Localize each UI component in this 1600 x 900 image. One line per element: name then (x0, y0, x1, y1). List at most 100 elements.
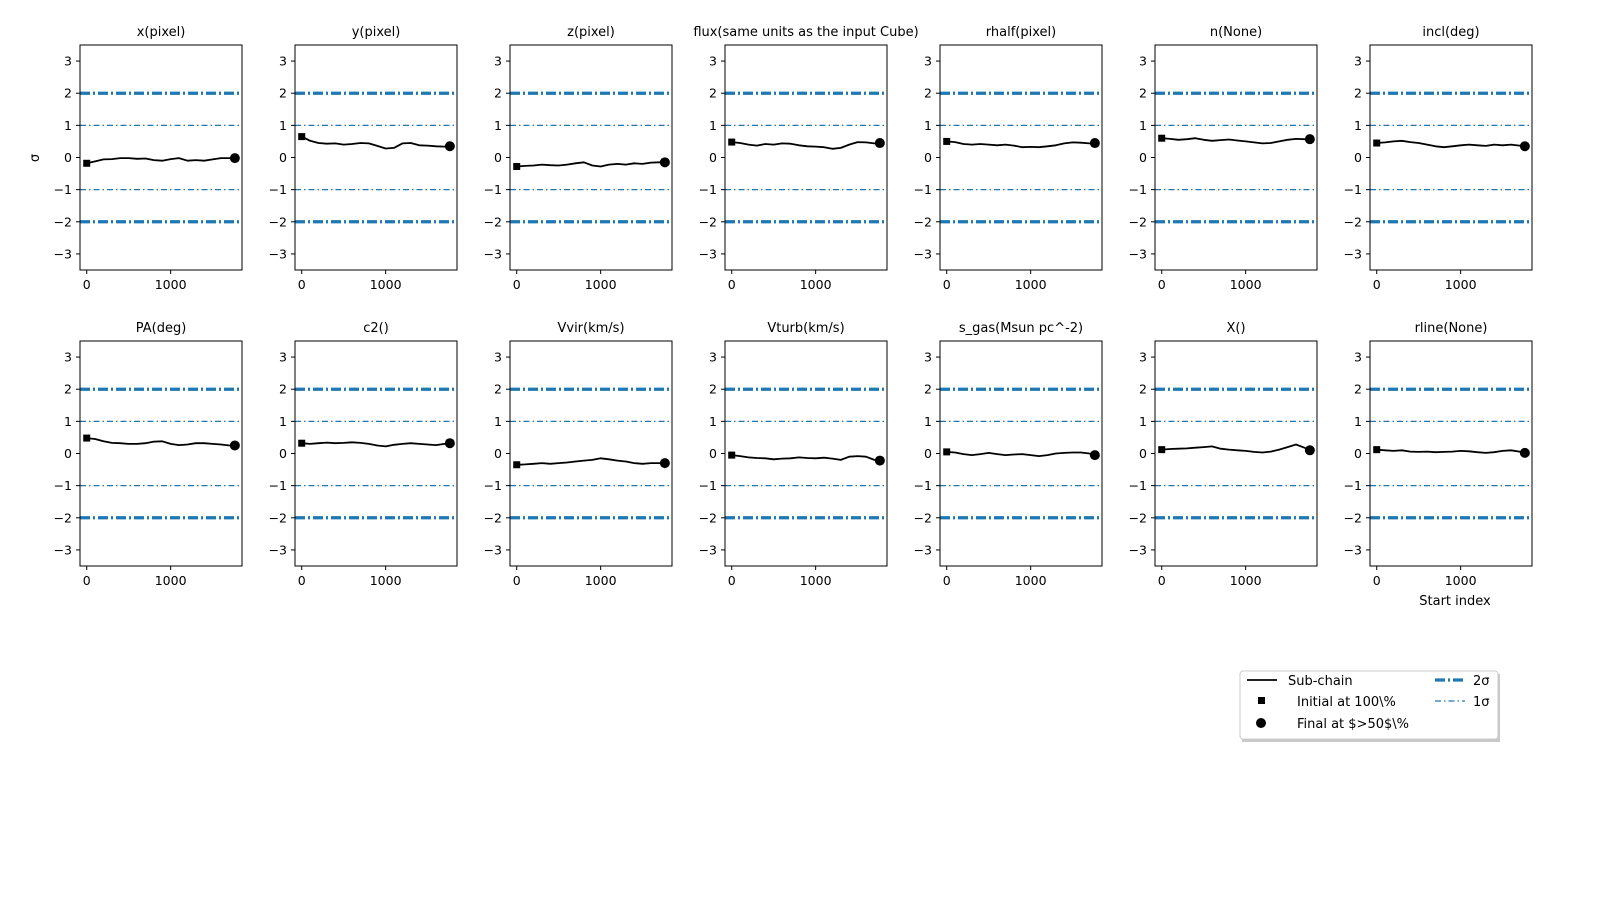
y-tick-label: 3 (709, 54, 717, 69)
initial-marker (1373, 139, 1381, 147)
y-tick-label: 3 (1354, 54, 1362, 69)
y-tick-label: −2 (1344, 510, 1362, 525)
final-marker (659, 458, 670, 469)
y-tick-label: 3 (494, 54, 502, 69)
y-tick-label: 2 (494, 382, 502, 397)
subplot: flux(same units as the input Cube) −3 −2 −1… (693, 25, 918, 292)
y-tick-label: 2 (1354, 86, 1362, 101)
y-tick-label: −1 (269, 478, 287, 493)
y-tick-label: 1 (924, 118, 932, 133)
legend-swatch-initial (1258, 697, 1265, 704)
y-tick-label: −3 (54, 246, 72, 261)
initial-marker (83, 159, 91, 167)
y-tick-label: 2 (279, 382, 287, 397)
y-tick-label: −2 (484, 510, 502, 525)
y-tick-label: 0 (1354, 446, 1362, 461)
y-tick-label: −2 (1344, 214, 1362, 229)
x-tick-label: 0 (83, 573, 91, 588)
subplot: x(pixel) −3 −2 −1 0 1 2 3 0 1000 (54, 25, 243, 292)
x-tick-label: 1000 (1445, 277, 1477, 292)
axes-frame (509, 340, 673, 567)
y-tick-label: 2 (924, 86, 932, 101)
subplot-title: Vturb(km/s) (767, 321, 844, 336)
y-tick-label: −3 (1129, 542, 1147, 557)
y-tick-label: 1 (64, 414, 72, 429)
y-tick-label: 1 (709, 118, 717, 133)
y-tick-label: −1 (54, 478, 72, 493)
final-marker (1304, 134, 1315, 145)
x-tick-label: 1000 (370, 573, 402, 588)
legend-label-subchain: Sub-chain (1288, 674, 1353, 689)
y-tick-label: 1 (64, 118, 72, 133)
y-tick-label: 3 (709, 350, 717, 365)
y-tick-label: −2 (484, 214, 502, 229)
axes-frame (939, 44, 1103, 271)
x-tick-label: 1000 (1015, 277, 1047, 292)
y-tick-label: 0 (1139, 150, 1147, 165)
y-tick-label: −1 (54, 182, 72, 197)
y-tick-label: 1 (709, 414, 717, 429)
y-tick-label: 2 (64, 382, 72, 397)
y-tick-label: 0 (709, 446, 717, 461)
y-tick-label: 2 (924, 382, 932, 397)
y-tick-label: 3 (1354, 350, 1362, 365)
y-tick-label: −3 (1129, 246, 1147, 261)
subplot-title: rline(None) (1415, 321, 1488, 336)
axes-frame (294, 340, 458, 567)
subchain-line (1376, 448, 1526, 454)
legend: Sub-chain Initial at 100\% Final at $>50… (1239, 670, 1500, 742)
x-tick-label: 0 (943, 277, 951, 292)
y-tick-label: 1 (1139, 118, 1147, 133)
initial-marker (943, 448, 951, 456)
initial-marker (728, 451, 736, 459)
axes-frame (1154, 340, 1318, 567)
y-tick-label: −2 (54, 510, 72, 525)
y-tick-label: 3 (494, 350, 502, 365)
subplot-title: Vvir(km/s) (557, 321, 624, 336)
y-tick-label: −3 (914, 542, 932, 557)
y-tick-label: 1 (1139, 414, 1147, 429)
y-tick-label: 0 (1354, 150, 1362, 165)
x-tick-label: 0 (1373, 573, 1381, 588)
legend-label-final: Final at $>50$\% (1297, 717, 1409, 732)
y-tick-label: 1 (279, 118, 287, 133)
subplot: z(pixel) −3 −2 −1 0 1 2 3 0 1000 (484, 25, 673, 292)
subchain-line (1161, 137, 1310, 145)
y-tick-label: 0 (279, 446, 287, 461)
final-marker (1089, 450, 1100, 461)
x-tick-label: 0 (728, 277, 736, 292)
subplot-title: rhalf(pixel) (986, 25, 1056, 40)
x-tick-label: 0 (1373, 277, 1381, 292)
initial-marker (298, 133, 306, 141)
y-tick-label: −1 (699, 182, 717, 197)
y-tick-label: 2 (709, 382, 717, 397)
y-tick-label: 1 (1354, 414, 1362, 429)
final-marker (229, 440, 240, 451)
y-tick-label: −2 (699, 510, 717, 525)
y-tick-label: 1 (494, 414, 502, 429)
subplot: incl(deg) −3 −2 −1 0 1 2 3 0 1000 (1344, 25, 1533, 292)
y-tick-label: −3 (914, 246, 932, 261)
y-tick-label: 0 (1139, 446, 1147, 461)
x-tick-label: 0 (298, 277, 306, 292)
y-tick-label: 2 (1354, 382, 1362, 397)
y-tick-label: 1 (1354, 118, 1362, 133)
subplot: y(pixel) −3 −2 −1 0 1 2 3 0 1000 (269, 25, 458, 292)
x-tick-label: 1000 (1445, 573, 1477, 588)
y-tick-label: 3 (64, 54, 72, 69)
axes-frame (79, 340, 243, 567)
y-tick-label: −3 (54, 542, 72, 557)
x-tick-label: 1000 (155, 277, 187, 292)
subchain-line (1161, 443, 1311, 454)
y-tick-label: 2 (494, 86, 502, 101)
x-tick-label: 1000 (585, 573, 617, 588)
initial-marker (728, 138, 736, 146)
final-marker (1519, 447, 1530, 458)
y-tick-label: −3 (484, 246, 502, 261)
axes-frame (1369, 340, 1533, 567)
y-tick-label: −1 (1344, 478, 1362, 493)
legend-label-1sigma: 1σ (1473, 695, 1490, 710)
x-tick-label: 1000 (800, 277, 832, 292)
subplot-title: n(None) (1210, 25, 1262, 40)
